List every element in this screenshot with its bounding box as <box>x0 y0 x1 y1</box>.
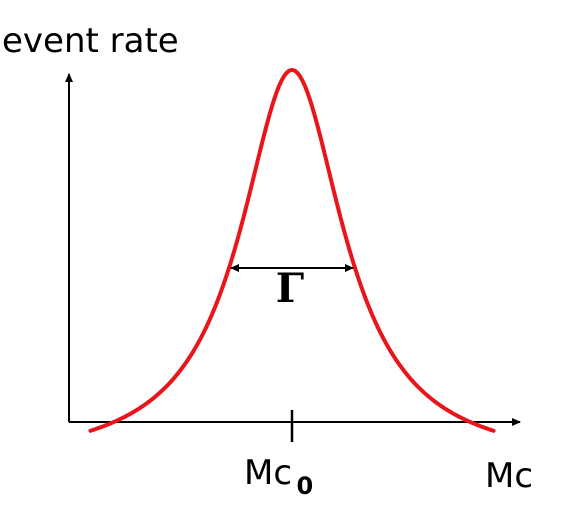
series-line <box>88 67 496 433</box>
width-label: Γ <box>276 265 304 312</box>
x-tick-label-peak: Mc 0 <box>244 453 313 500</box>
x-tick-label-subscript: 0 <box>296 472 313 500</box>
y-axis-label: event rate <box>2 21 179 61</box>
x-tick-label-base: Mc <box>244 453 292 493</box>
x-axis-label: Mc <box>485 456 533 496</box>
